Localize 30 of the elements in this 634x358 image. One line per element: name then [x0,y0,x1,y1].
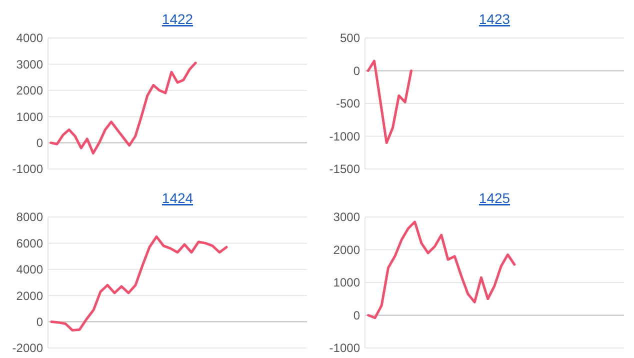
y-tick-label: 4000 [16,31,44,46]
y-tick-label: 3000 [333,210,360,224]
line-series [366,60,412,144]
y-tick-label: 3000 [16,57,44,72]
line-series [50,235,228,332]
y-tick-label: -1000 [329,129,360,144]
y-tick-label: -1500 [329,162,360,176]
y-tick-label: 1000 [16,110,44,124]
y-tick-label: 0 [353,64,360,78]
y-tick-label: 0 [36,136,44,150]
y-tick-label: -1000 [329,341,360,356]
line-series [50,62,197,155]
chart-title: 1422 [162,11,194,27]
y-tick-label: 4000 [16,262,44,277]
y-tick-label: 2000 [333,242,360,257]
y-tick-label: -1000 [12,162,44,176]
y-tick-label: 8000 [16,210,44,224]
chart-title: 1425 [478,190,510,206]
y-tick-label: 1000 [333,276,360,290]
y-tick-label: -2000 [12,341,44,356]
line-series [367,220,516,320]
y-tick-label: 6000 [16,236,44,250]
chart-title: 1423 [478,11,510,27]
y-tick-label: 0 [353,308,360,322]
y-tick-label: 0 [36,315,44,329]
y-tick-label: -500 [336,96,360,111]
chart-title: 1424 [162,190,194,206]
y-tick-label: 2000 [16,288,44,303]
y-tick-label: 500 [340,31,360,46]
y-tick-label: 2000 [16,84,44,98]
